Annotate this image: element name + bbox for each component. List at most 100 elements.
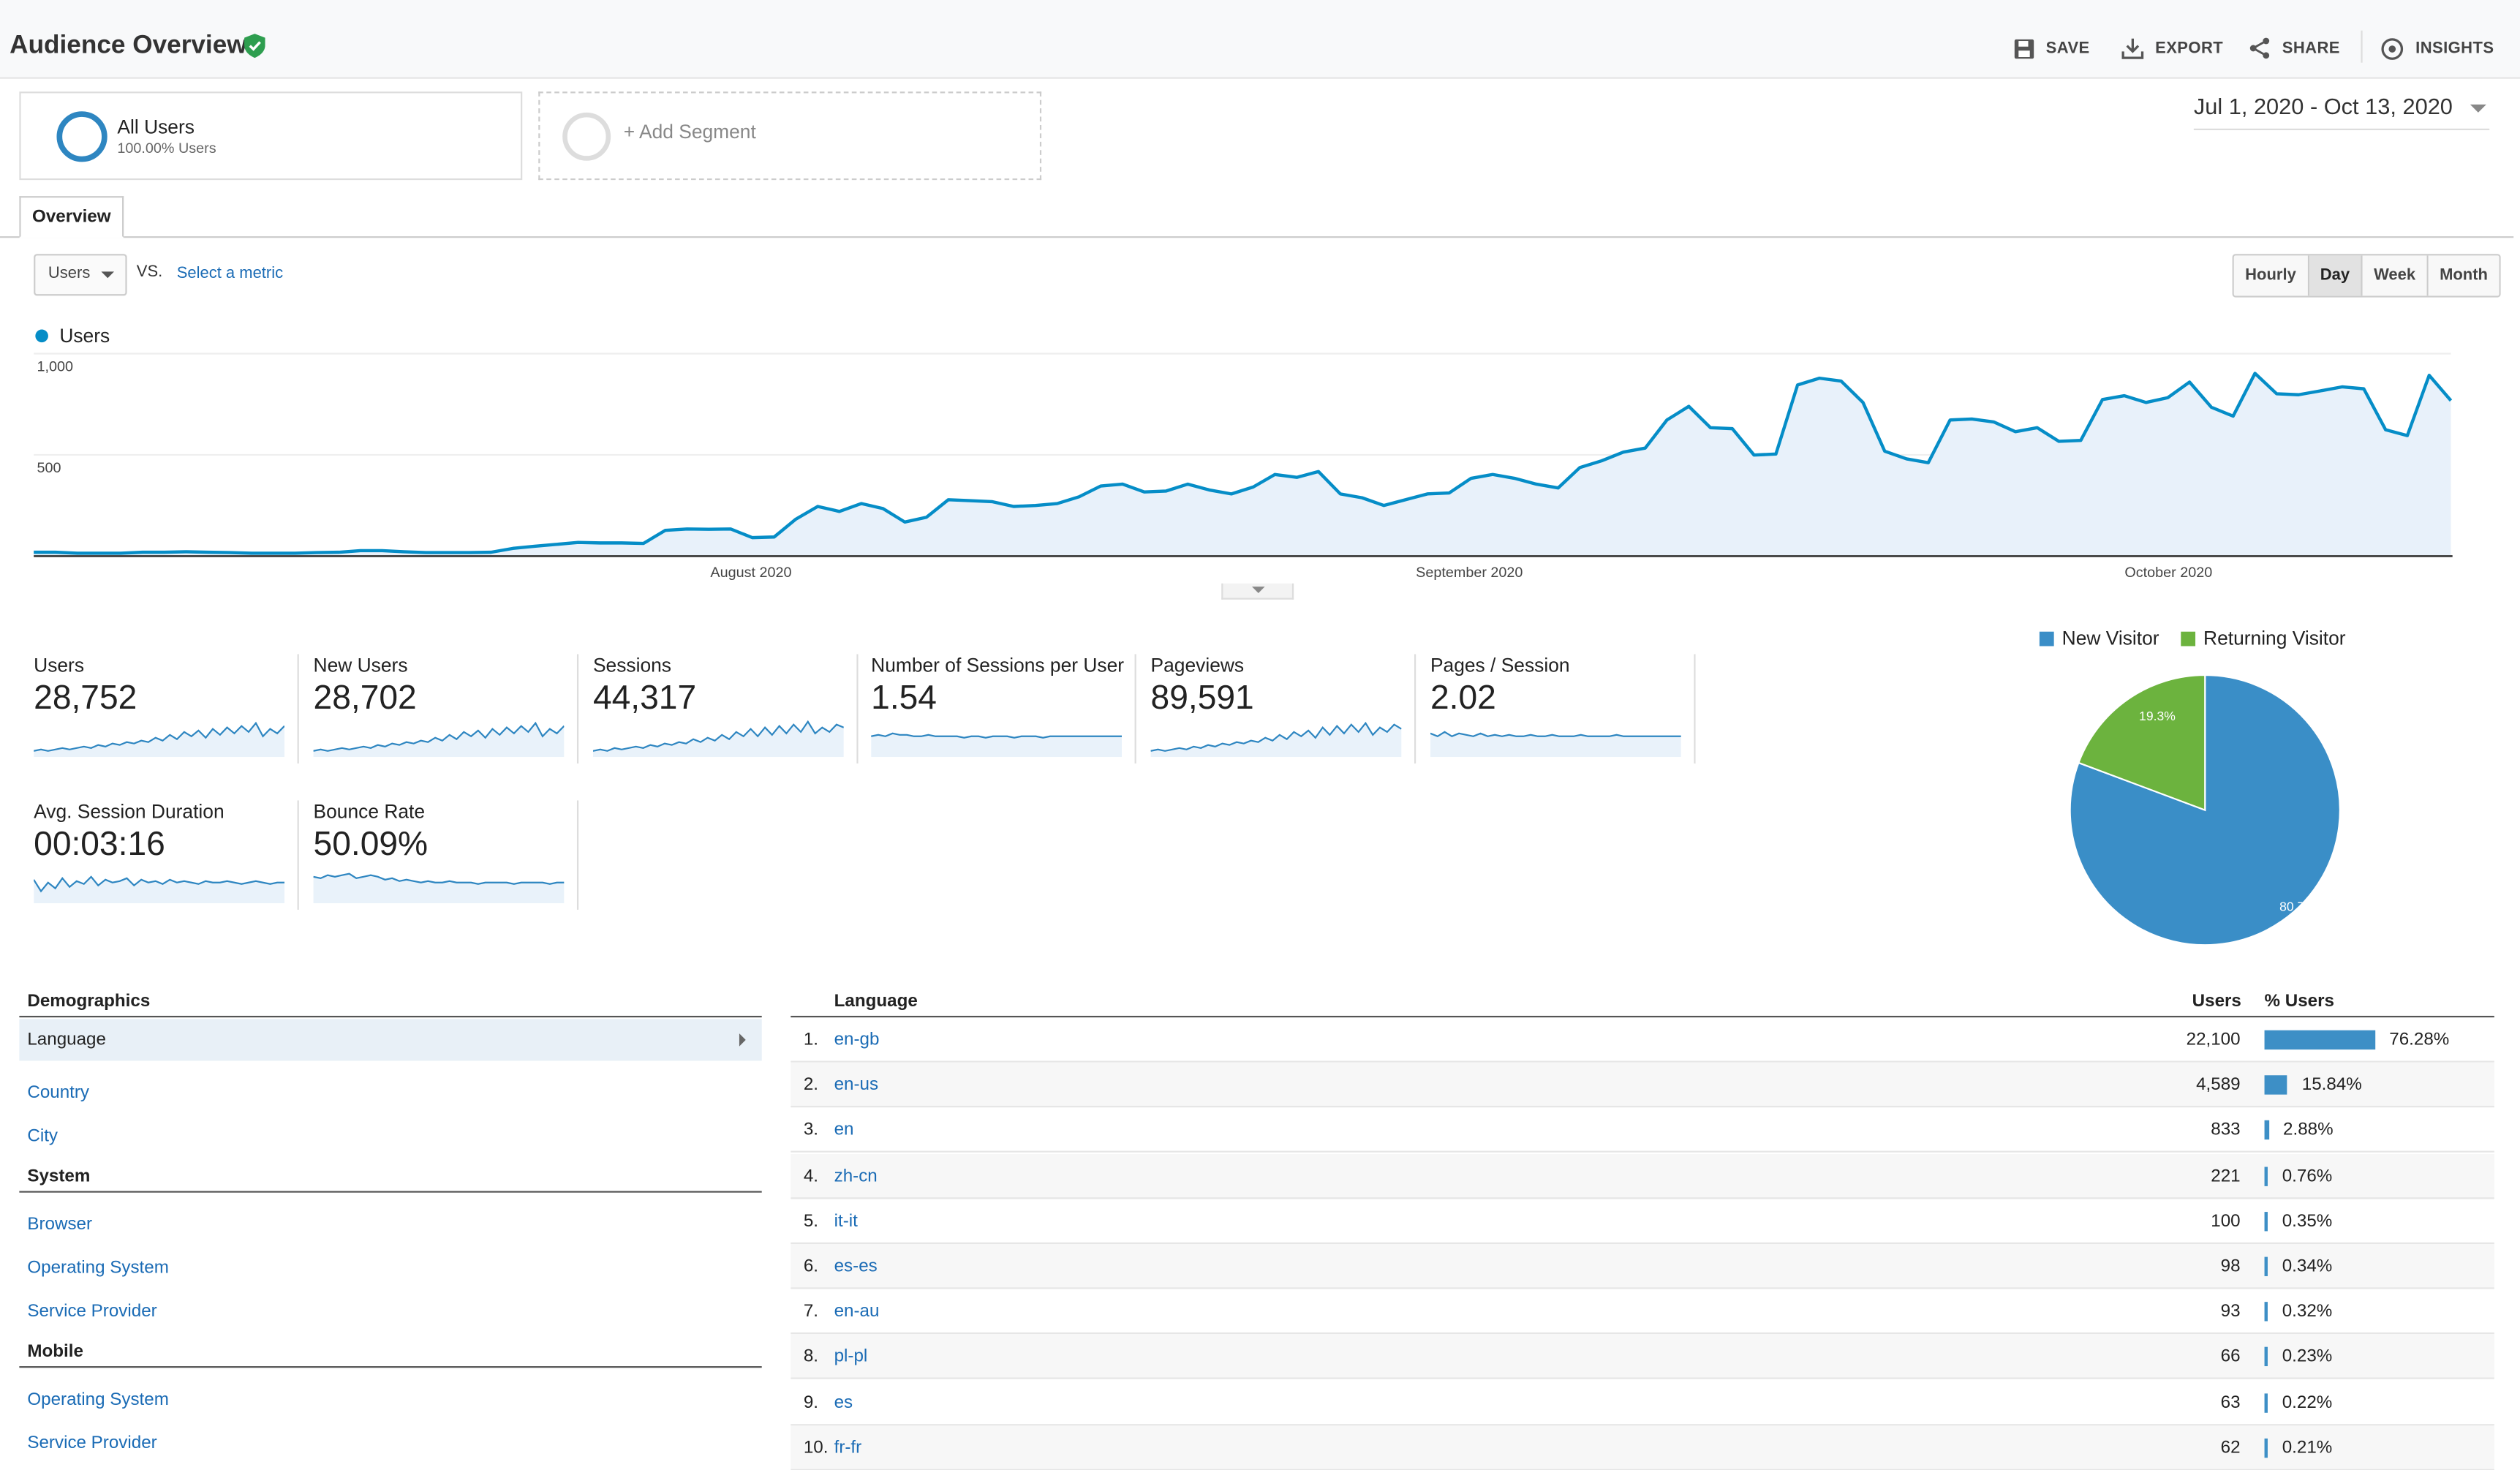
- metric-label: Users: [34, 654, 85, 677]
- table-row: 8. pl-pl 66 0.23%: [791, 1334, 2494, 1380]
- table-row: 5. it-it 100 0.35%: [791, 1199, 2494, 1244]
- metric-label: Pageviews: [1150, 654, 1245, 677]
- metric-value: 1.54: [871, 679, 937, 717]
- demographics-link[interactable]: Service Provider: [27, 1302, 157, 1322]
- language-link[interactable]: en-gb: [834, 1030, 880, 1050]
- sparkline-line: [871, 732, 1122, 739]
- share-button[interactable]: SHARE: [2249, 35, 2340, 61]
- demographics-link[interactable]: Operating System: [27, 1390, 169, 1410]
- metric-card: Pages / Session 2.02: [1417, 654, 1696, 766]
- chart-collapse-toggle[interactable]: [1221, 583, 1294, 600]
- sparkline-line: [34, 721, 284, 752]
- select-metric-link[interactable]: Select a metric: [176, 265, 284, 283]
- users-line-chart: [34, 353, 2453, 557]
- save-label: SAVE: [2045, 39, 2090, 58]
- pct-bar: [2264, 1256, 2268, 1276]
- language-link[interactable]: zh-cn: [834, 1166, 878, 1186]
- demographics-item-selected[interactable]: Language: [19, 1019, 762, 1061]
- language-link[interactable]: en: [834, 1120, 854, 1141]
- language-link[interactable]: en-au: [834, 1302, 880, 1322]
- pie-legend-new: New Visitor: [2039, 627, 2159, 649]
- metric-divider: [297, 654, 299, 764]
- language-link[interactable]: es: [834, 1392, 853, 1412]
- language-link[interactable]: en-us: [834, 1075, 879, 1096]
- pie-legend-returning: Returning Visitor: [2181, 627, 2346, 649]
- row-pct: 0.23%: [2282, 1347, 2333, 1367]
- section-divider: [19, 1191, 762, 1193]
- export-button[interactable]: EXPORT: [2121, 35, 2223, 61]
- insights-label: INSIGHTS: [2415, 39, 2494, 58]
- table-row: 2. en-us 4,589 15.84%: [791, 1063, 2494, 1108]
- save-button[interactable]: SAVE: [2014, 35, 2090, 61]
- row-users: 221: [2211, 1166, 2241, 1186]
- demographics-link[interactable]: City: [27, 1126, 59, 1146]
- row-index: 2.: [803, 1075, 819, 1096]
- pct-bar: [2264, 1030, 2375, 1050]
- table-row: 1. en-gb 22,100 76.28%: [791, 1017, 2494, 1063]
- table-row: 9. es 63 0.22%: [791, 1380, 2494, 1425]
- users-area-fill: [34, 373, 2451, 557]
- row-index: 5.: [803, 1211, 819, 1231]
- demographics-link[interactable]: Country: [27, 1083, 90, 1103]
- sparkline-area: [1430, 731, 1681, 758]
- row-index: 9.: [803, 1392, 819, 1412]
- insights-button[interactable]: INSIGHTS: [2380, 35, 2494, 61]
- granularity-month[interactable]: Month: [2428, 255, 2500, 296]
- metric-card: Pageviews 89,591: [1138, 654, 1416, 766]
- chart-legend: Users: [35, 325, 110, 347]
- granularity-week[interactable]: Week: [2362, 255, 2429, 296]
- section-divider: [19, 1366, 762, 1368]
- sparkline-area: [34, 876, 284, 904]
- granularity-hourly[interactable]: Hourly: [2233, 255, 2309, 296]
- pct-bar: [2264, 1302, 2268, 1322]
- row-users: 4,589: [2196, 1075, 2241, 1096]
- sparkline-area: [313, 723, 565, 758]
- row-users: 100: [2211, 1211, 2241, 1231]
- chevron-right-icon: [739, 1033, 746, 1047]
- section-heading: Mobile: [27, 1342, 83, 1362]
- x-tick-label: September 2020: [1416, 564, 1523, 581]
- metric-value: 2.02: [1430, 679, 1496, 717]
- metric-sparkline: [1150, 721, 1402, 758]
- metric-divider: [1694, 654, 1696, 764]
- granularity-day[interactable]: Day: [2309, 255, 2363, 296]
- demographics-item-label: Language: [27, 1030, 106, 1050]
- tab-overview[interactable]: Overview: [19, 196, 124, 238]
- sparkline-area: [1150, 723, 1402, 758]
- metric-divider: [297, 800, 299, 910]
- pie-slice[interactable]: [2077, 674, 2206, 812]
- metric-divider: [576, 654, 579, 764]
- insights-icon: [2381, 37, 2404, 59]
- demographics-link[interactable]: Operating System: [27, 1258, 169, 1278]
- pct-bar: [2264, 1211, 2268, 1231]
- chart-legend-label: Users: [59, 324, 110, 347]
- floppy-disk-icon: [2014, 38, 2034, 59]
- language-link[interactable]: it-it: [834, 1211, 858, 1231]
- sparkline-line: [313, 721, 565, 752]
- row-users: 63: [2220, 1392, 2241, 1412]
- row-users: 62: [2220, 1438, 2241, 1458]
- language-link[interactable]: es-es: [834, 1256, 878, 1276]
- language-link[interactable]: fr-fr: [834, 1438, 862, 1458]
- row-pct: 2.88%: [2283, 1120, 2334, 1141]
- demographics-link[interactable]: Browser: [27, 1215, 93, 1235]
- row-pct: 15.84%: [2301, 1075, 2362, 1096]
- pie-slice[interactable]: [2069, 674, 2341, 946]
- chevron-down-icon: [101, 271, 115, 279]
- row-users: 22,100: [2186, 1030, 2241, 1050]
- segment-all-users[interactable]: All Users 100.00% Users: [19, 91, 523, 181]
- metric-label: New Users: [313, 654, 408, 677]
- metric-dropdown[interactable]: Users: [34, 254, 127, 296]
- date-range-picker[interactable]: Jul 1, 2020 - Oct 13, 2020: [2193, 93, 2490, 131]
- language-link[interactable]: pl-pl: [834, 1347, 868, 1367]
- metric-sparkline: [34, 875, 284, 904]
- metric-value: 28,702: [313, 679, 417, 717]
- demographics-link[interactable]: Service Provider: [27, 1433, 157, 1453]
- metric-divider: [1134, 654, 1136, 764]
- segment-name: All Users: [117, 116, 195, 139]
- pie-slice-label: 80.7%: [2279, 900, 2316, 914]
- vs-label: VS.: [136, 263, 163, 282]
- add-segment-button[interactable]: + Add Segment: [538, 91, 1042, 181]
- section-heading: System: [27, 1166, 91, 1186]
- metric-label: Pages / Session: [1430, 654, 1570, 677]
